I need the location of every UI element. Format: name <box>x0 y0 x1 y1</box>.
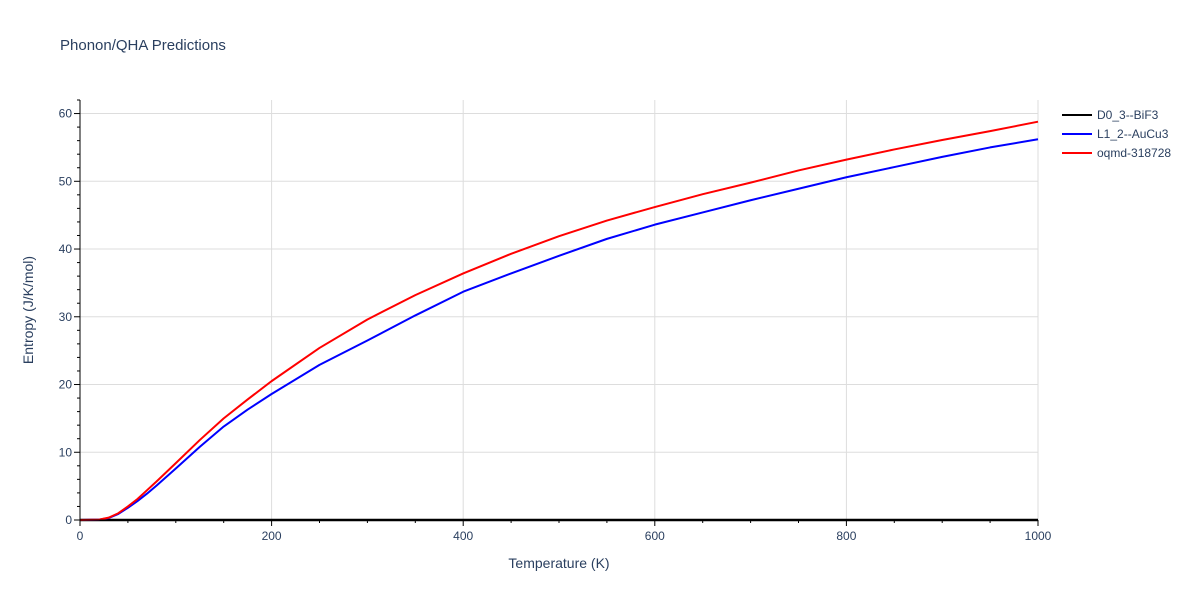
y-tick-label: 0 <box>65 513 72 527</box>
x-axis-title: Temperature (K) <box>508 555 609 571</box>
legend-label: L1_2--AuCu3 <box>1097 127 1169 141</box>
series-line-l1-2-aucu3 <box>79 138 1039 521</box>
legend: D0_3--BiF3 L1_2--AuCu3 oqmd-318728 <box>1062 108 1171 160</box>
x-tick-label: 600 <box>645 529 665 543</box>
axes <box>74 99 1039 526</box>
y-tick-label: 50 <box>59 174 73 188</box>
y-tick-label: 40 <box>59 242 73 256</box>
y-tick-label: 30 <box>59 310 73 324</box>
y-axis-title: Entropy (J/K/mol) <box>20 256 36 364</box>
x-tick-label: 400 <box>453 529 473 543</box>
y-tick-label: 10 <box>59 445 73 459</box>
grid-lines <box>80 100 1039 520</box>
legend-label: oqmd-318728 <box>1097 146 1171 160</box>
legend-label: D0_3--BiF3 <box>1097 108 1159 122</box>
x-tick-label: 800 <box>836 529 856 543</box>
chart-title: Phonon/QHA Predictions <box>60 37 226 54</box>
x-tick-label: 0 <box>77 529 84 543</box>
x-tick-label: 1000 <box>1025 529 1052 543</box>
y-tick-label: 60 <box>59 107 73 121</box>
series-line-oqmd-318728 <box>79 120 1039 521</box>
y-tick-label: 20 <box>59 378 73 392</box>
tick-labels: 0 200 400 600 800 1000 0 10 20 30 40 50 60 <box>59 107 1052 543</box>
x-tick-label: 200 <box>262 529 282 543</box>
